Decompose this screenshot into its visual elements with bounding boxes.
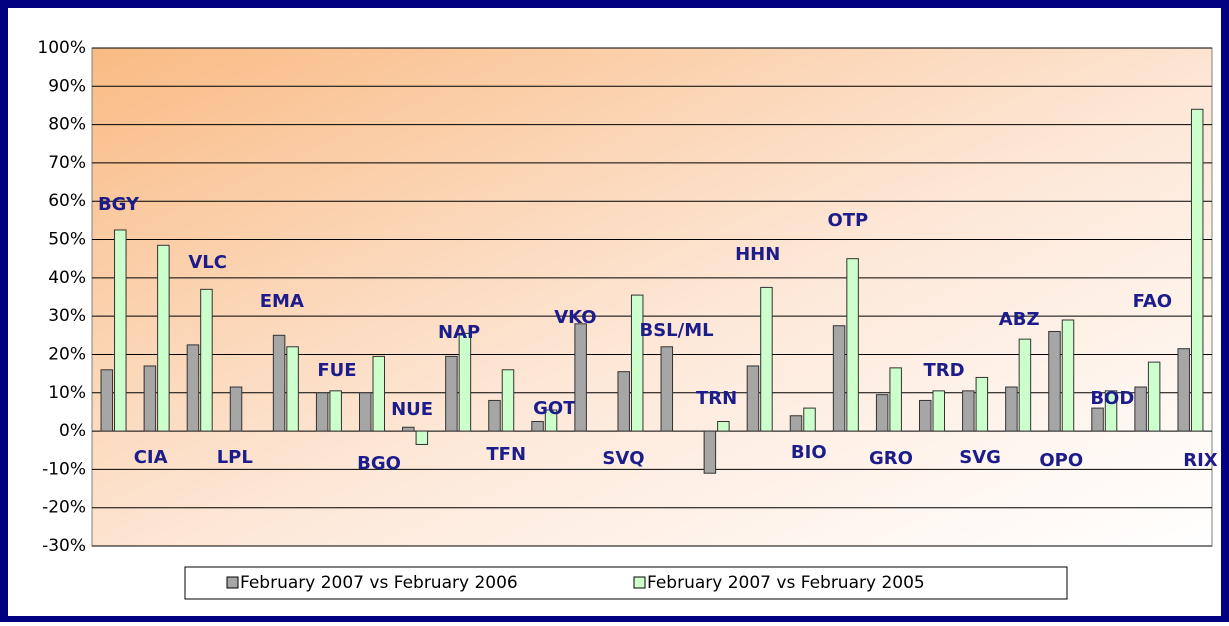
bar	[630, 294, 644, 432]
category-label: BIO	[791, 442, 827, 463]
bar	[445, 355, 458, 432]
bar	[415, 430, 429, 445]
category-label: BGY	[98, 194, 140, 215]
bar	[1061, 319, 1075, 432]
category-label: LPL	[217, 447, 253, 468]
category-label: GOT	[533, 398, 576, 419]
category-label: RIX	[1183, 450, 1218, 471]
category-label: VLC	[188, 252, 227, 273]
y-tick-label: -10%	[42, 459, 86, 479]
bar	[186, 344, 200, 432]
bar	[329, 390, 342, 432]
category-label: TRN	[696, 388, 737, 409]
bar	[889, 367, 902, 432]
category-label: TFN	[486, 444, 526, 465]
y-tick-label: 20%	[48, 344, 86, 364]
category-label: OPO	[1039, 450, 1083, 471]
y-tick-label: 0%	[59, 421, 86, 441]
y-tick-label: 50%	[48, 230, 86, 250]
bar	[229, 386, 243, 432]
plot-area	[91, 47, 1213, 547]
bar	[100, 369, 114, 432]
bar	[1104, 390, 1118, 432]
y-tick-label: 60%	[48, 191, 86, 211]
bar	[975, 376, 989, 432]
bar	[315, 392, 329, 432]
bar	[617, 371, 630, 432]
category-label: EMA	[260, 291, 304, 312]
bar	[143, 365, 157, 432]
bar	[717, 421, 730, 432]
bar	[402, 426, 415, 432]
bar	[803, 407, 816, 432]
legend	[184, 566, 1068, 600]
bar	[660, 346, 674, 432]
bar	[746, 365, 760, 432]
legend-label: February 2007 vs February 2005	[647, 573, 925, 593]
bar	[1190, 108, 1204, 432]
category-label: SVQ	[602, 448, 644, 469]
category-label: CIA	[134, 447, 168, 468]
bar	[962, 390, 975, 432]
bar	[286, 346, 299, 432]
category-label: HHN	[735, 244, 780, 265]
bar	[1018, 338, 1032, 432]
bar	[1177, 348, 1190, 432]
bar	[1005, 386, 1018, 432]
y-tick-label: 90%	[48, 76, 86, 96]
bar	[501, 369, 515, 432]
category-label: FAO	[1133, 291, 1172, 312]
bar	[789, 415, 803, 432]
bar	[458, 332, 472, 432]
y-tick-label: 30%	[48, 306, 86, 326]
category-label: GRO	[869, 448, 913, 469]
bar	[488, 399, 501, 432]
bar	[1091, 407, 1104, 432]
category-label: NUE	[391, 399, 433, 420]
bar	[846, 258, 859, 432]
bar	[919, 399, 932, 432]
legend-label: February 2007 vs February 2006	[240, 573, 518, 593]
bar	[531, 421, 544, 432]
bar	[832, 325, 846, 432]
bar	[932, 390, 945, 432]
bar	[359, 392, 372, 432]
bar	[875, 394, 889, 432]
category-label: SVG	[959, 447, 1001, 468]
category-label: OTP	[827, 210, 868, 231]
bar	[544, 409, 558, 432]
bar	[1048, 330, 1061, 432]
legend-swatch	[226, 576, 239, 589]
y-tick-label: 80%	[48, 115, 86, 135]
y-tick-label: -20%	[42, 498, 86, 518]
y-tick-label: 40%	[48, 268, 86, 288]
bar	[157, 244, 170, 432]
bar	[114, 229, 127, 432]
bar	[574, 323, 587, 432]
y-tick-label: -30%	[42, 536, 86, 556]
bar	[1147, 361, 1161, 432]
category-label: NAP	[438, 322, 480, 343]
y-tick-label: 10%	[48, 383, 86, 403]
category-label: FUE	[317, 360, 356, 381]
bar	[272, 334, 286, 432]
y-tick-label: 70%	[48, 153, 86, 173]
category-label: TRD	[923, 360, 964, 381]
category-label: BGO	[357, 453, 401, 474]
bar	[372, 355, 385, 432]
y-tick-label: 100%	[37, 38, 86, 58]
legend-swatch	[633, 576, 646, 589]
bar	[703, 430, 717, 474]
category-label: BOD	[1090, 388, 1134, 409]
bar	[760, 286, 773, 432]
category-label: BSL/ML	[639, 320, 713, 341]
bar	[200, 288, 213, 432]
category-label: VKO	[554, 307, 596, 328]
category-label: ABZ	[999, 309, 1040, 330]
bar	[1134, 386, 1147, 432]
